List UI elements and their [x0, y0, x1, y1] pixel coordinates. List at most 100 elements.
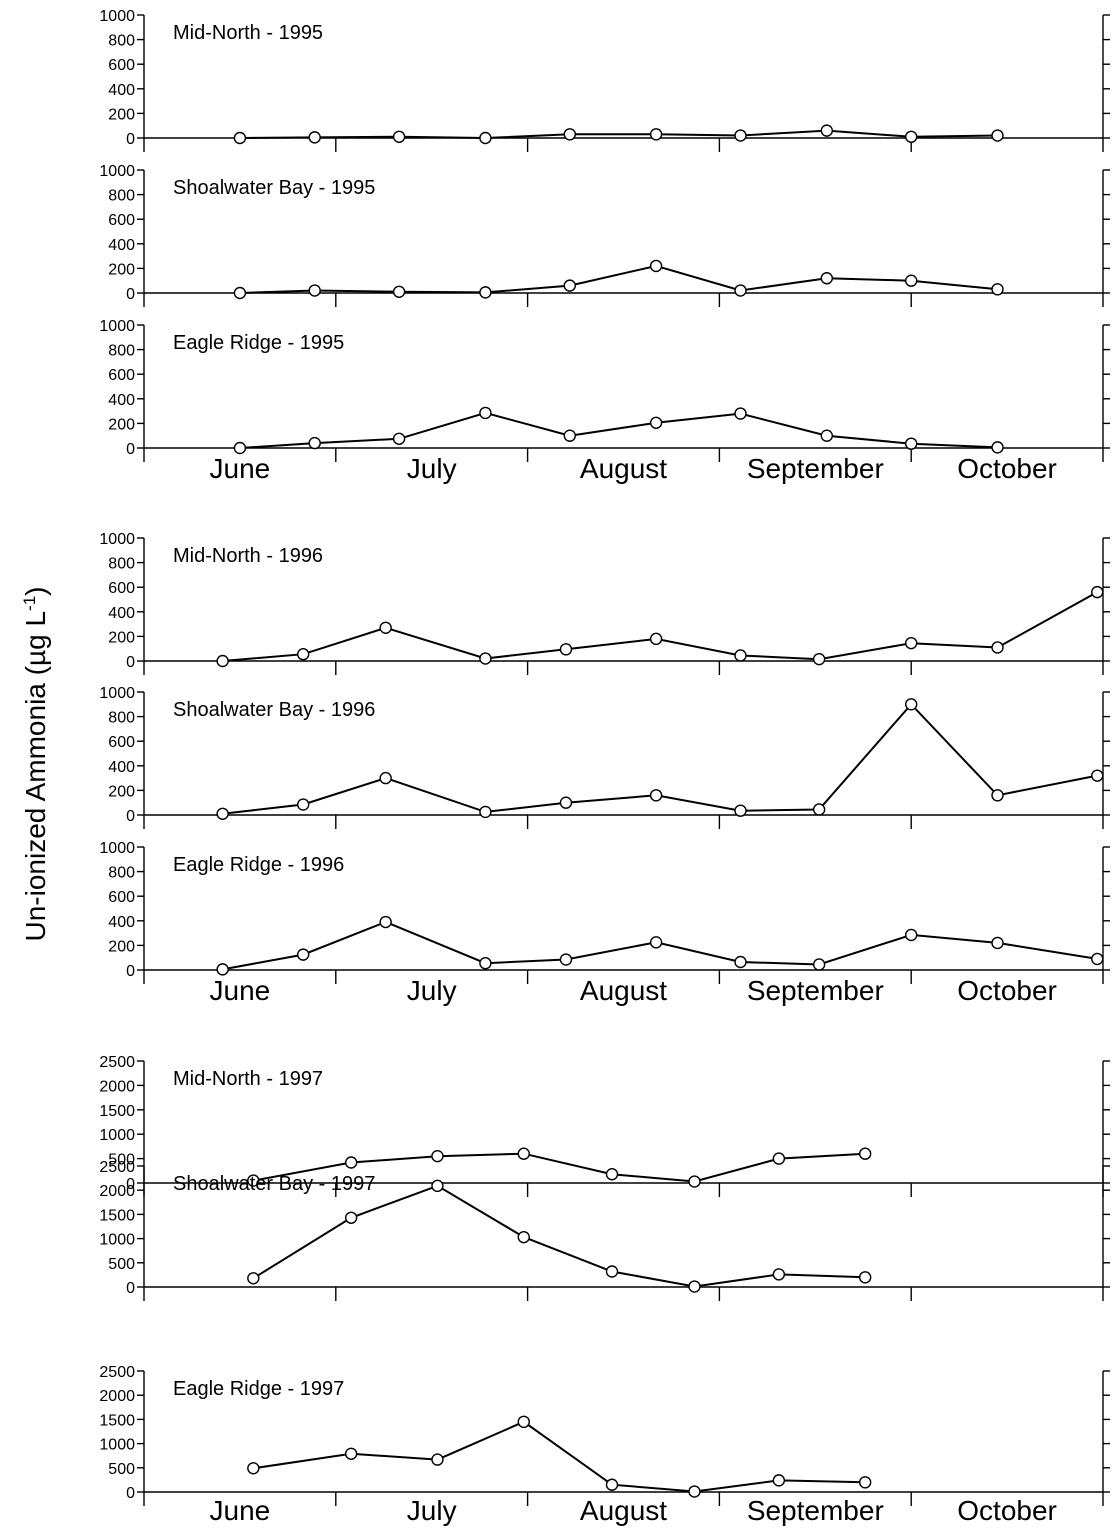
data-point	[559, 643, 573, 656]
y-tick-label: 1000	[99, 163, 135, 180]
y-tick-label: 200	[108, 106, 135, 123]
month-label: September	[747, 975, 884, 1006]
data-point	[1091, 952, 1104, 966]
data-point	[605, 1478, 619, 1491]
panel-title: Eagle Ridge - 1995	[173, 332, 344, 354]
month-label: August	[580, 975, 667, 1006]
data-point	[905, 130, 918, 143]
data-point	[379, 621, 392, 634]
y-tick-label: 800	[108, 710, 135, 727]
y-tick-label: 1500	[99, 1412, 135, 1429]
y-axis-label-main: Un-ionized Ammonia (µg L	[20, 610, 52, 942]
data-point	[905, 698, 918, 711]
data-point	[1091, 769, 1104, 782]
data-point	[734, 407, 747, 420]
y-tick-label: 200	[108, 261, 135, 278]
data-point	[772, 1474, 786, 1487]
data-point	[517, 1230, 530, 1244]
y-tick-label: 600	[108, 367, 135, 384]
series-line	[239, 411, 998, 449]
data-point	[479, 406, 492, 420]
month-label: October	[957, 975, 1057, 1006]
y-tick-label: 800	[108, 343, 135, 360]
data-point	[991, 129, 1004, 142]
data-point	[649, 259, 663, 273]
panel-title: Eagle Ridge - 1997	[173, 1378, 344, 1400]
data-point	[559, 796, 573, 809]
data-point	[649, 936, 663, 949]
data-point	[991, 789, 1004, 802]
y-tick-label: 1000	[99, 318, 135, 335]
data-point	[905, 274, 918, 287]
y-tick-label: 600	[108, 212, 135, 229]
data-point	[233, 286, 247, 300]
data-point	[812, 958, 826, 971]
series-line	[239, 264, 998, 294]
data-point	[392, 432, 406, 445]
data-point	[479, 286, 492, 299]
data-point	[216, 654, 229, 668]
data-point	[247, 1272, 260, 1285]
data-point	[905, 928, 918, 942]
data-point	[296, 948, 310, 961]
month-label: September	[747, 453, 884, 484]
y-tick-label: 0	[126, 441, 135, 458]
data-point	[812, 803, 826, 816]
series-line	[239, 129, 998, 140]
data-point	[820, 429, 834, 442]
data-point	[308, 131, 321, 144]
data-point	[734, 284, 747, 297]
data-point	[820, 124, 834, 137]
y-tick-label: 200	[108, 629, 135, 646]
y-tick-label: 2000	[99, 1388, 135, 1405]
data-point	[649, 416, 663, 429]
y-tick-label: 500	[108, 1152, 135, 1169]
y-tick-label: 2500	[99, 1054, 135, 1071]
series-line	[253, 1420, 866, 1493]
data-point	[649, 632, 663, 646]
y-tick-label: 0	[126, 1280, 135, 1297]
data-point	[734, 804, 747, 817]
month-label: June	[210, 975, 271, 1006]
y-tick-label: 1000	[99, 531, 135, 548]
series-line	[252, 1184, 866, 1288]
y-tick-label: 800	[108, 865, 135, 882]
data-point	[563, 429, 576, 442]
data-point	[559, 953, 573, 966]
y-tick-label: 500	[108, 1256, 135, 1273]
data-point	[991, 936, 1004, 950]
data-point	[772, 1152, 786, 1165]
panel-title: Mid-North - 1996	[173, 545, 323, 567]
data-point	[649, 128, 663, 141]
month-label: August	[580, 1495, 667, 1526]
y-tick-label: 200	[108, 783, 135, 800]
data-point	[991, 441, 1004, 454]
y-tick-label: 400	[108, 392, 135, 409]
data-point	[392, 130, 406, 143]
y-tick-label: 600	[108, 734, 135, 751]
data-point	[734, 649, 747, 662]
month-label: June	[210, 1495, 271, 1526]
data-point	[296, 648, 310, 661]
data-point	[605, 1168, 619, 1181]
data-point	[517, 1415, 530, 1429]
data-point	[296, 798, 310, 811]
data-point	[392, 285, 406, 298]
y-tick-label: 400	[108, 237, 135, 254]
data-point	[858, 1476, 872, 1489]
data-point	[1091, 585, 1104, 599]
data-point	[344, 1211, 358, 1224]
month-label: July	[407, 1495, 457, 1526]
panel-title: Mid-North - 1995	[173, 22, 323, 44]
y-tick-label: 800	[108, 188, 135, 205]
y-tick-label: 400	[108, 914, 135, 931]
data-point	[344, 1156, 358, 1169]
panel-title: Shoalwater Bay - 1996	[173, 699, 375, 721]
panel-title: Shoalwater Bay - 1997	[173, 1173, 375, 1195]
y-tick-label: 1500	[99, 1103, 135, 1120]
y-tick-label: 200	[108, 416, 135, 433]
data-point	[308, 284, 321, 297]
month-label: October	[957, 453, 1057, 484]
